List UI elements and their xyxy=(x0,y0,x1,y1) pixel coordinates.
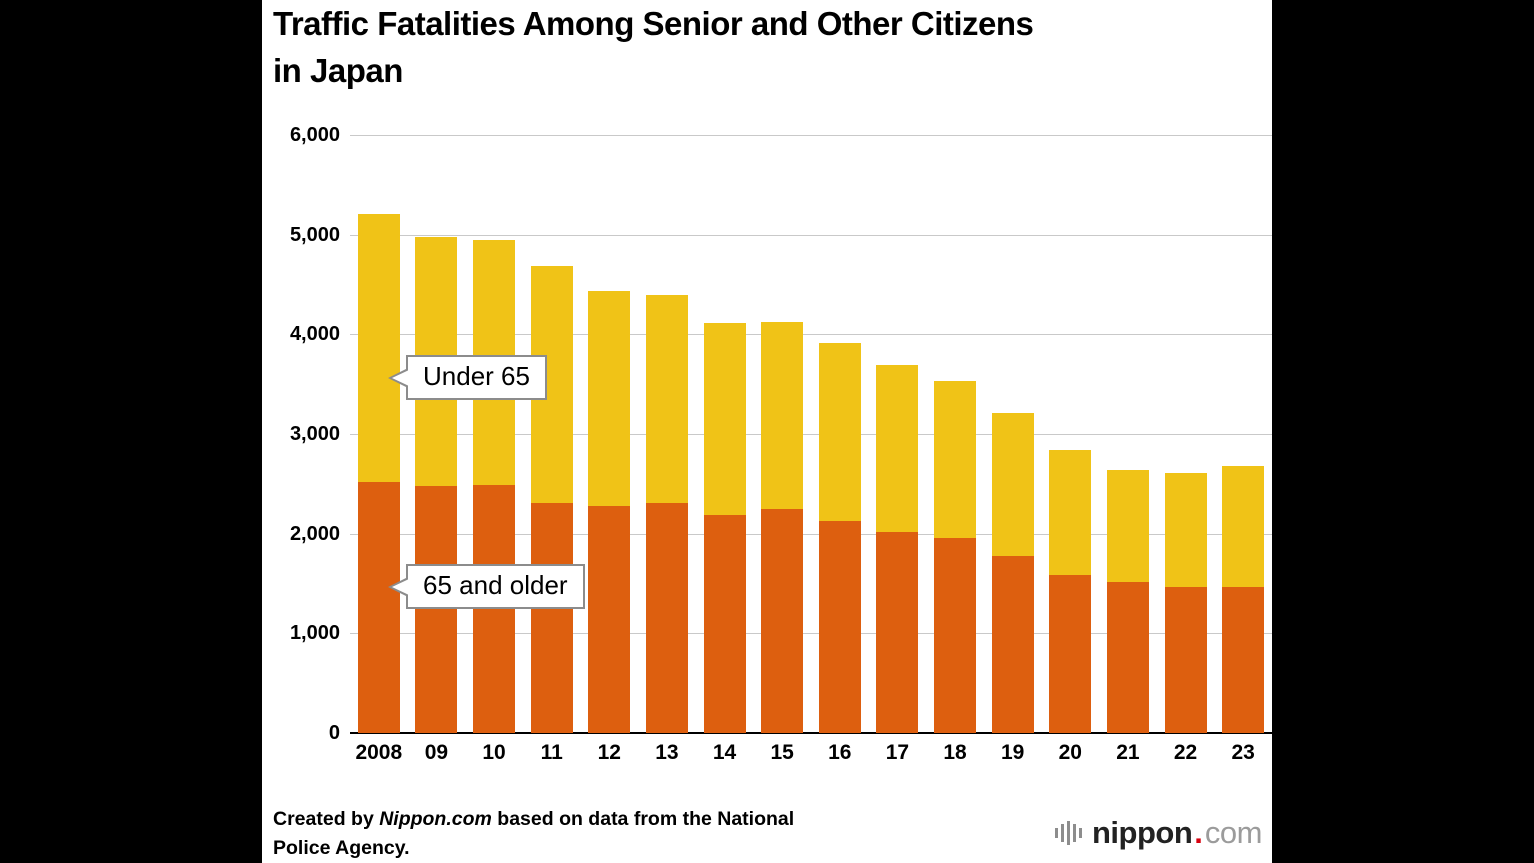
x-axis-tick-label: 21 xyxy=(1116,741,1140,764)
y-axis-tick-label: 6,000 xyxy=(289,124,340,146)
x-axis-tick-label: 16 xyxy=(828,741,852,764)
y-axis-tick-label: 4,000 xyxy=(289,323,340,346)
bar-segment-under-65 xyxy=(703,323,746,515)
footer-credit-line2: Police Agency. xyxy=(273,837,410,859)
bar-segment-65-and-older xyxy=(991,555,1034,733)
nippon-logo: nippon. com xyxy=(1055,815,1263,851)
gridline xyxy=(350,434,1272,435)
bar-segment-65-and-older xyxy=(818,520,861,733)
bar-22 xyxy=(1164,135,1207,733)
bar-segment-under-65 xyxy=(1106,469,1149,582)
bar-segment-65-and-older xyxy=(357,481,400,733)
callout-65-and-older-label: 65 and older xyxy=(423,570,568,600)
x-axis-tick-label: 18 xyxy=(943,741,967,764)
x-axis-tick-label: 09 xyxy=(424,741,449,764)
logo-dot: . xyxy=(1194,815,1203,850)
x-axis-tick-label: 14 xyxy=(712,741,737,764)
footer-source-name: Nippon.com xyxy=(379,808,492,830)
x-axis-tick-label: 22 xyxy=(1173,741,1198,764)
bar-segment-65-and-older xyxy=(703,514,746,733)
x-axis-tick-label: 19 xyxy=(1001,741,1025,764)
bar-segment-65-and-older xyxy=(876,531,919,733)
bar-segment-under-65 xyxy=(1049,449,1092,575)
bar-20 xyxy=(1049,135,1092,733)
footer-credit-prefix: Created by xyxy=(273,808,380,830)
bar-19 xyxy=(991,135,1034,733)
bar-18 xyxy=(934,135,977,733)
x-axis-tick-label: 11 xyxy=(540,741,563,764)
bar-12 xyxy=(588,135,631,733)
bar-16 xyxy=(818,135,861,733)
x-axis-tick-label: 10 xyxy=(482,741,506,764)
bar-segment-under-65 xyxy=(645,295,688,503)
logo-brand-text: nippon xyxy=(1092,815,1193,850)
bar-14 xyxy=(703,135,746,733)
logo-tld-text: com xyxy=(1204,815,1263,850)
bar-segment-65-and-older xyxy=(1049,574,1092,733)
bar-segment-under-65 xyxy=(1222,465,1265,587)
logo-bars-icon xyxy=(1055,821,1082,845)
footer-credit-suffix: based on data from the National xyxy=(491,808,795,830)
bar-17 xyxy=(876,135,919,733)
page-title: Traffic Fatalities Among Senior and Othe… xyxy=(273,0,1248,94)
x-axis-baseline xyxy=(350,732,1272,734)
y-axis-tick-label: 3,000 xyxy=(289,423,340,445)
bar-2008 xyxy=(357,135,400,733)
bar-segment-65-and-older xyxy=(1164,586,1207,733)
bar-segment-under-65 xyxy=(588,291,631,506)
gridline xyxy=(350,533,1272,535)
y-axis-tick-label: 0 xyxy=(328,722,340,744)
bar-23 xyxy=(1222,135,1265,733)
callout-under-65: Under 65 xyxy=(388,355,547,400)
y-axis-tick-label: 1,000 xyxy=(289,622,340,645)
page-title-line-1: Traffic Fatalities Among Senior and Othe… xyxy=(273,5,1034,42)
bar-segment-under-65 xyxy=(934,381,977,538)
plot-area xyxy=(350,135,1272,734)
gridline xyxy=(350,334,1272,336)
bar-segment-under-65 xyxy=(1164,472,1207,587)
gridline xyxy=(350,234,1272,236)
bar-segment-65-and-older xyxy=(1106,581,1149,733)
y-axis-tick-label: 2,000 xyxy=(289,522,340,545)
x-axis-tick-label: 15 xyxy=(770,741,794,764)
chart-panel: Traffic Fatalities Among Senior and Othe… xyxy=(262,0,1272,863)
x-axis-tick-label: 23 xyxy=(1231,741,1255,764)
bar-segment-under-65 xyxy=(991,413,1034,556)
bar-segment-65-and-older xyxy=(588,505,631,733)
gridline xyxy=(350,135,1272,136)
callout-under-65-label: Under 65 xyxy=(423,361,530,391)
x-axis-tick-label: 20 xyxy=(1058,741,1082,764)
bar-segment-65-and-older xyxy=(934,537,977,733)
bar-21 xyxy=(1106,135,1149,733)
x-axis-tick-label: 2008 xyxy=(355,741,403,764)
bar-segment-65-and-older xyxy=(645,502,688,733)
page-title-line-2: in Japan xyxy=(273,52,403,89)
bar-segment-65-and-older xyxy=(415,485,458,733)
bar-segment-65-and-older xyxy=(530,502,573,733)
gridline xyxy=(350,633,1272,635)
bar-segment-under-65 xyxy=(876,365,919,532)
bar-09 xyxy=(415,135,458,733)
x-axis-tick-label: 13 xyxy=(655,741,679,764)
footer-credit: Created by Nippon.com based on data from… xyxy=(273,805,933,863)
bar-15 xyxy=(761,135,804,733)
bar-10 xyxy=(473,135,516,733)
callout-65-and-older: 65 and older xyxy=(388,564,585,609)
bar-11 xyxy=(530,135,573,733)
bar-segment-65-and-older xyxy=(761,508,804,733)
y-axis-tick-label: 5,000 xyxy=(289,223,340,246)
bar-segment-65-and-older xyxy=(1222,586,1265,733)
bar-segment-under-65 xyxy=(761,322,804,509)
x-axis-tick-label: 17 xyxy=(885,741,910,764)
x-axis-tick-label: 12 xyxy=(597,741,621,764)
bar-segment-under-65 xyxy=(357,213,400,482)
bar-13 xyxy=(645,135,688,733)
bar-segment-under-65 xyxy=(818,343,861,521)
